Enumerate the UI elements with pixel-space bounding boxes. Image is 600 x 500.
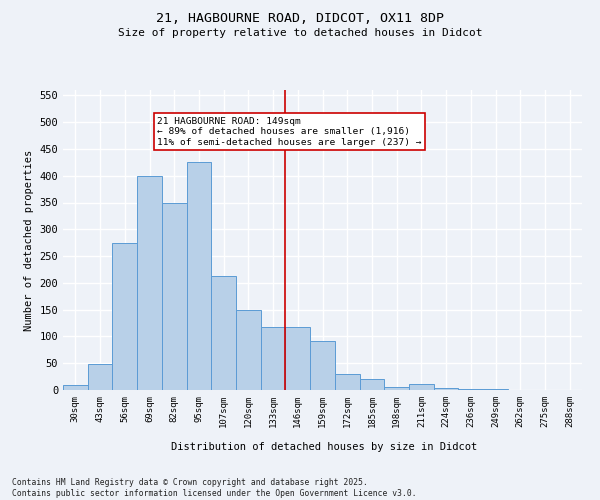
Bar <box>384 387 409 390</box>
Bar <box>434 388 458 390</box>
Text: Size of property relative to detached houses in Didcot: Size of property relative to detached ho… <box>118 28 482 38</box>
Bar <box>88 364 112 390</box>
Bar <box>310 340 335 390</box>
Text: 21, HAGBOURNE ROAD, DIDCOT, OX11 8DP: 21, HAGBOURNE ROAD, DIDCOT, OX11 8DP <box>156 12 444 26</box>
Text: Distribution of detached houses by size in Didcot: Distribution of detached houses by size … <box>171 442 477 452</box>
Bar <box>137 176 162 390</box>
Y-axis label: Number of detached properties: Number of detached properties <box>24 150 34 330</box>
Bar <box>409 384 434 390</box>
Bar <box>187 162 211 390</box>
Bar <box>286 327 310 390</box>
Bar <box>261 327 286 390</box>
Bar <box>63 384 88 390</box>
Bar <box>236 310 261 390</box>
Bar <box>112 242 137 390</box>
Bar <box>211 276 236 390</box>
Bar <box>162 202 187 390</box>
Bar <box>335 374 359 390</box>
Bar <box>359 380 384 390</box>
Text: Contains HM Land Registry data © Crown copyright and database right 2025.
Contai: Contains HM Land Registry data © Crown c… <box>12 478 416 498</box>
Text: 21 HAGBOURNE ROAD: 149sqm
← 89% of detached houses are smaller (1,916)
11% of se: 21 HAGBOURNE ROAD: 149sqm ← 89% of detac… <box>157 117 421 146</box>
